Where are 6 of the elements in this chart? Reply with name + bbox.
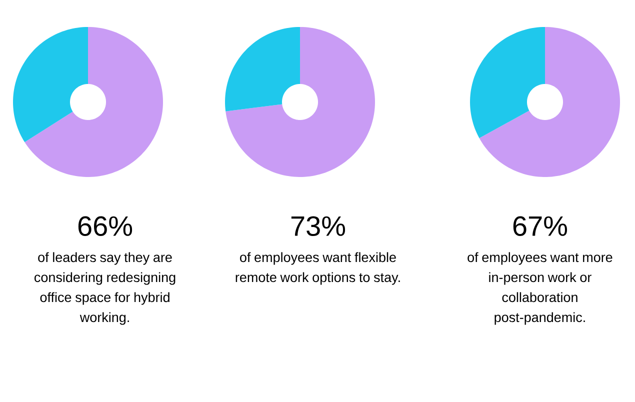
text: of leaders say they are considering redesigning office space for hybrid working. [34,252,176,325]
text: 73% [291,216,346,236]
text: of employees want flexible remote work options to stay. [236,252,400,285]
text: 67% [513,216,567,236]
text: 66% [78,216,132,236]
text: of employees want more in-person work or collaboration post-pandemic. [468,252,612,325]
